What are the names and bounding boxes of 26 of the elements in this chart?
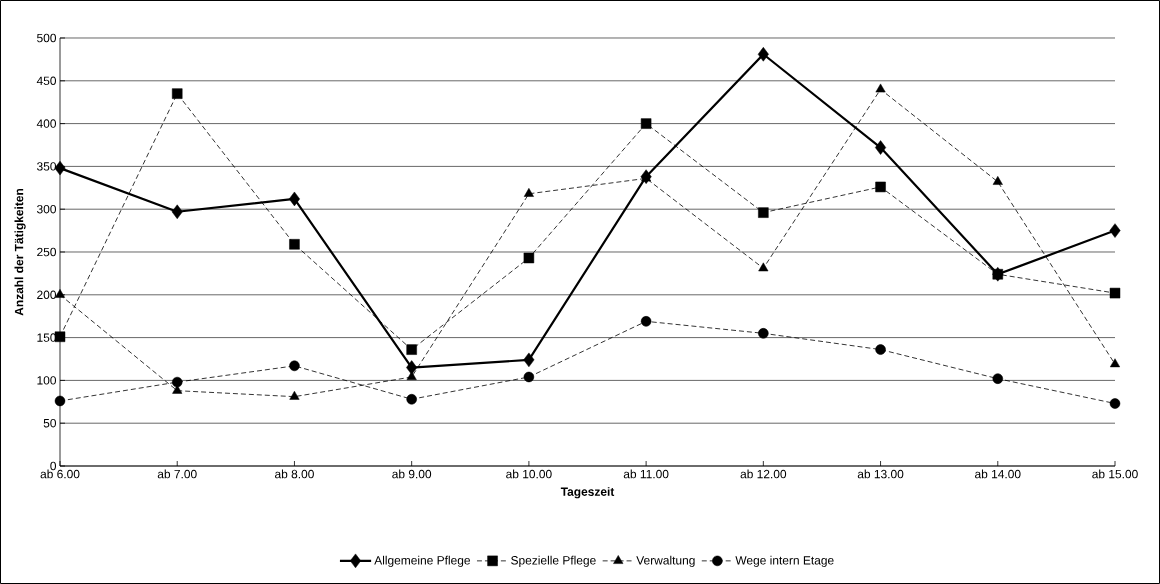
x-tick-label: ab 15.00 xyxy=(1092,469,1138,479)
x-tick-label: ab 14.00 xyxy=(975,469,1021,479)
y-tick-label: 250 xyxy=(37,247,57,257)
legend-label: Spezielle Pflege xyxy=(511,555,596,567)
x-tick-label: ab 11.00 xyxy=(623,469,669,479)
x-tick-label: ab 7.00 xyxy=(157,469,197,479)
y-tick-label: 0 xyxy=(50,461,57,471)
x-tick-label: ab 8.00 xyxy=(275,469,314,479)
legend-label: Wege intern Etage xyxy=(735,555,834,567)
y-tick-label: 500 xyxy=(37,33,57,43)
x-tick-label: ab 12.00 xyxy=(740,469,787,479)
y-tick-label: 50 xyxy=(43,418,57,428)
x-tick-label: ab 10.00 xyxy=(506,469,552,479)
x-axis-title: Tageszeit xyxy=(560,487,615,499)
y-tick-label: 350 xyxy=(36,162,57,171)
x-tick-label: ab 9.00 xyxy=(392,469,432,479)
y-tick-label: 100 xyxy=(37,376,57,385)
legend-label: Verwaltung xyxy=(636,555,695,567)
x-tick-label: ab 6.00 xyxy=(40,469,80,479)
y-tick-label: 200 xyxy=(37,290,57,300)
y-tick-label: 450 xyxy=(36,76,57,86)
legend-label: Allgemeine Pflege xyxy=(374,555,471,567)
y-tick-label: 400 xyxy=(36,119,57,128)
y-axis-title: Anzahl der Tätigkeiten xyxy=(14,188,26,316)
x-tick-label: ab 13.00 xyxy=(857,469,904,479)
y-tick-label: 300 xyxy=(36,204,57,214)
